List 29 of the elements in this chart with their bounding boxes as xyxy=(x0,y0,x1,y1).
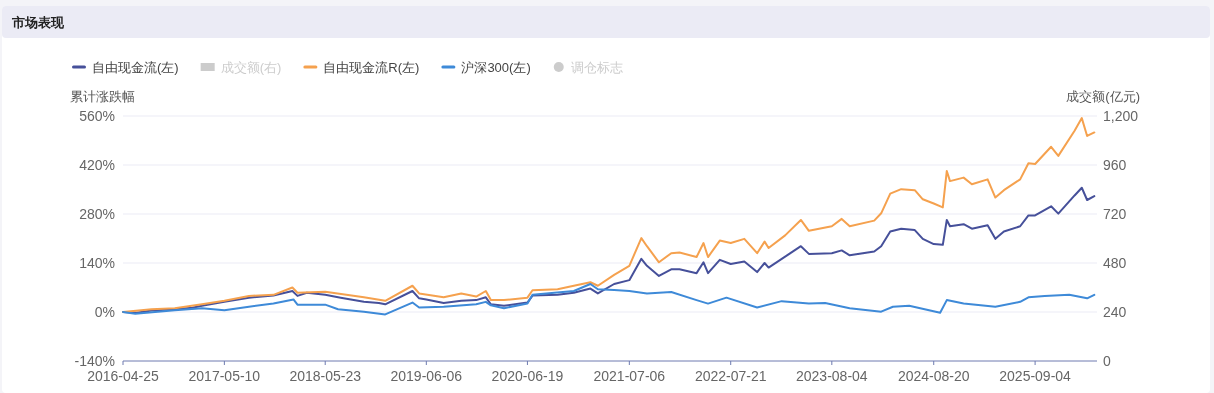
x-tick-label: 2021-07-06 xyxy=(593,368,666,384)
y-tick-label: 0% xyxy=(94,304,115,320)
x-tick-label: 2024-08-20 xyxy=(897,368,970,384)
y-tick-label: 140% xyxy=(79,255,115,271)
x-tick-label: 2023-08-04 xyxy=(796,368,868,384)
y2-tick-label: 480 xyxy=(1103,255,1127,271)
line-series xyxy=(122,283,1096,316)
y-tick-label: 280% xyxy=(79,206,115,222)
y2-tick-label: 960 xyxy=(1103,157,1127,173)
y-axis-title: 累计涨跌幅 xyxy=(70,89,135,104)
y2-axis-title: 成交额(亿元) xyxy=(1066,89,1140,104)
x-tick-label: 2018-05-23 xyxy=(289,368,362,384)
y-tick-label: 560% xyxy=(79,108,115,124)
y-tick-label: 420% xyxy=(79,157,115,173)
x-tick-label: 2019-06-06 xyxy=(390,368,463,384)
y2-tick-label: 720 xyxy=(1103,206,1127,222)
x-tick-label: 2020-06-19 xyxy=(491,368,564,384)
x-tick-label: 2022-07-21 xyxy=(694,368,767,384)
y2-tick-label: 240 xyxy=(1103,304,1127,320)
chart-title: 市场表现 xyxy=(11,15,65,30)
x-tick-label: 2016-04-25 xyxy=(87,368,160,384)
y2-tick-label: 1,200 xyxy=(1103,108,1139,124)
legend-label: 沪深300(左) xyxy=(461,60,531,75)
y-tick-label: -140% xyxy=(74,353,115,369)
x-tick-label: 2025-09-04 xyxy=(999,368,1072,384)
x-tick-label: 2017-05-10 xyxy=(188,368,261,384)
legend-label: 自由现金流R(左) xyxy=(323,60,420,75)
y2-tick-label: 0 xyxy=(1103,353,1111,369)
legend-label: 自由现金流(左) xyxy=(92,60,179,75)
